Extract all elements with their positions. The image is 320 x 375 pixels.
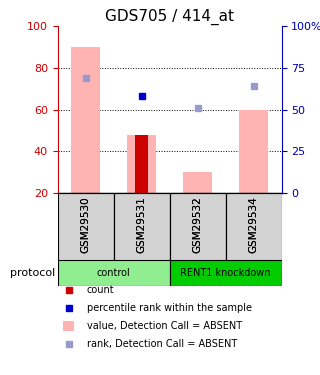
Text: GSM29530: GSM29530 bbox=[81, 196, 91, 253]
Title: GDS705 / 414_at: GDS705 / 414_at bbox=[105, 9, 234, 25]
Text: count: count bbox=[87, 285, 114, 295]
Text: rank, Detection Call = ABSENT: rank, Detection Call = ABSENT bbox=[87, 339, 237, 349]
Text: protocol: protocol bbox=[10, 268, 55, 278]
Text: GSM29534: GSM29534 bbox=[249, 196, 259, 253]
FancyBboxPatch shape bbox=[170, 193, 226, 260]
Text: GSM29530: GSM29530 bbox=[81, 196, 91, 253]
Bar bbox=[71, 47, 100, 193]
Bar bbox=[127, 135, 156, 193]
Text: value, Detection Call = ABSENT: value, Detection Call = ABSENT bbox=[87, 321, 242, 331]
Text: GSM29532: GSM29532 bbox=[193, 196, 203, 253]
Text: GSM29531: GSM29531 bbox=[137, 196, 147, 253]
FancyBboxPatch shape bbox=[114, 193, 170, 260]
Bar bbox=[239, 110, 268, 193]
FancyBboxPatch shape bbox=[226, 193, 282, 260]
FancyBboxPatch shape bbox=[58, 260, 170, 286]
Bar bbox=[135, 135, 148, 193]
Text: RENT1 knockdown: RENT1 knockdown bbox=[180, 268, 271, 278]
Text: GSM29532: GSM29532 bbox=[193, 196, 203, 253]
Bar bbox=[183, 172, 212, 193]
Text: control: control bbox=[97, 268, 131, 278]
Text: GSM29534: GSM29534 bbox=[249, 196, 259, 253]
FancyBboxPatch shape bbox=[58, 193, 114, 260]
FancyBboxPatch shape bbox=[170, 260, 282, 286]
Bar bbox=[63, 321, 74, 331]
Text: percentile rank within the sample: percentile rank within the sample bbox=[87, 303, 252, 313]
Text: GSM29531: GSM29531 bbox=[137, 196, 147, 253]
